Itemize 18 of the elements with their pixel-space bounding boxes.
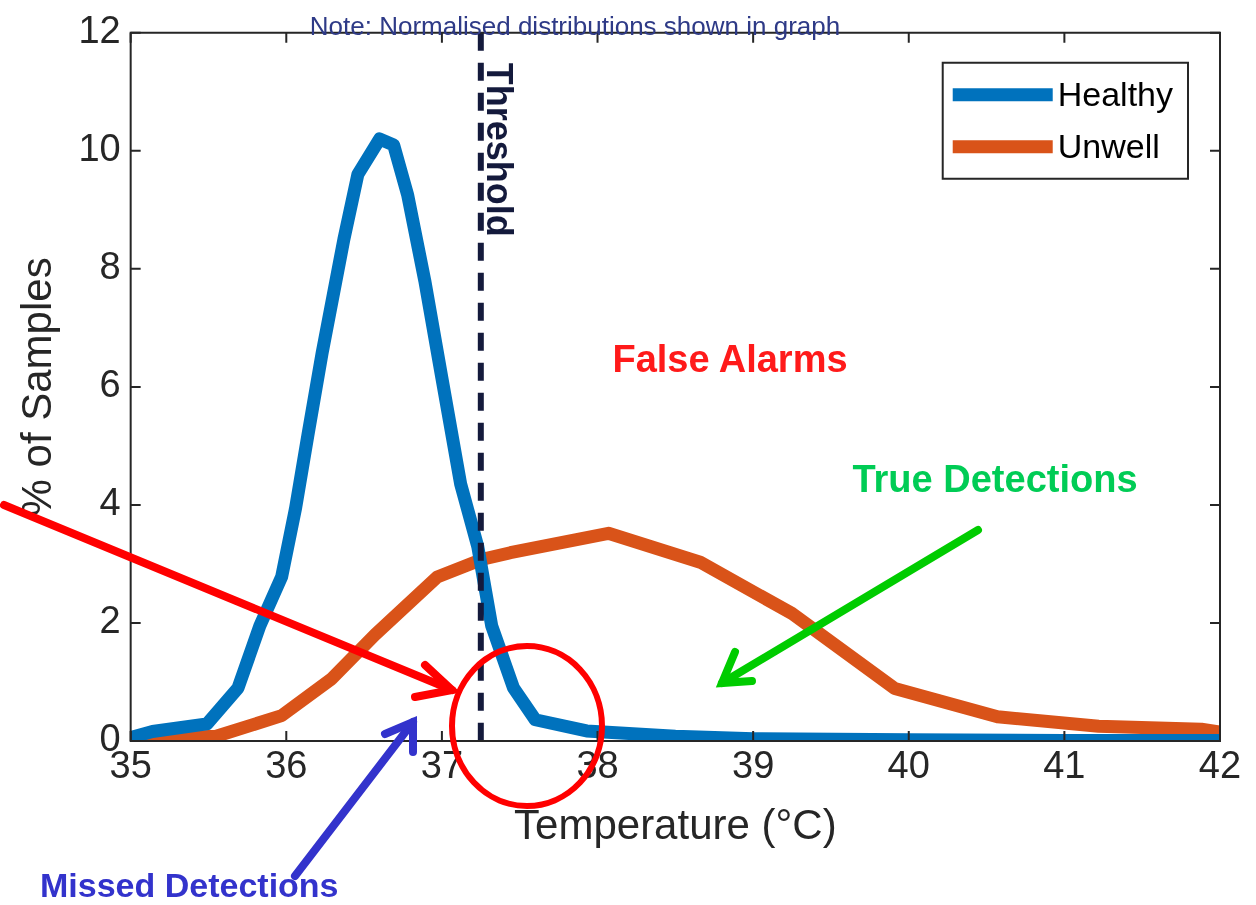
ref-line-label: Threshold [478,62,520,237]
y-tick-label: 8 [99,245,121,288]
legend-label: Unwell [1057,127,1160,166]
annotation: True Detections [852,458,1138,500]
x-tick-label: 42 [1198,744,1242,787]
legend-label: Healthy [1057,75,1173,114]
text: Missed Detections [40,866,339,904]
y-tick-label: 12 [78,9,121,52]
y-tick-label: 4 [99,481,121,524]
x-tick-label: 40 [887,744,930,787]
y-tick-label: 6 [99,363,121,406]
y-tick-label: 2 [99,599,121,642]
x-tick-label: 36 [265,744,308,787]
y-tick-label: 10 [78,127,121,170]
x-axis-title: Temperature (°C) [514,801,837,849]
x-tick-label: 39 [732,744,775,787]
annotation: False Alarms [612,338,848,380]
x-tick-label: 41 [1043,744,1086,787]
